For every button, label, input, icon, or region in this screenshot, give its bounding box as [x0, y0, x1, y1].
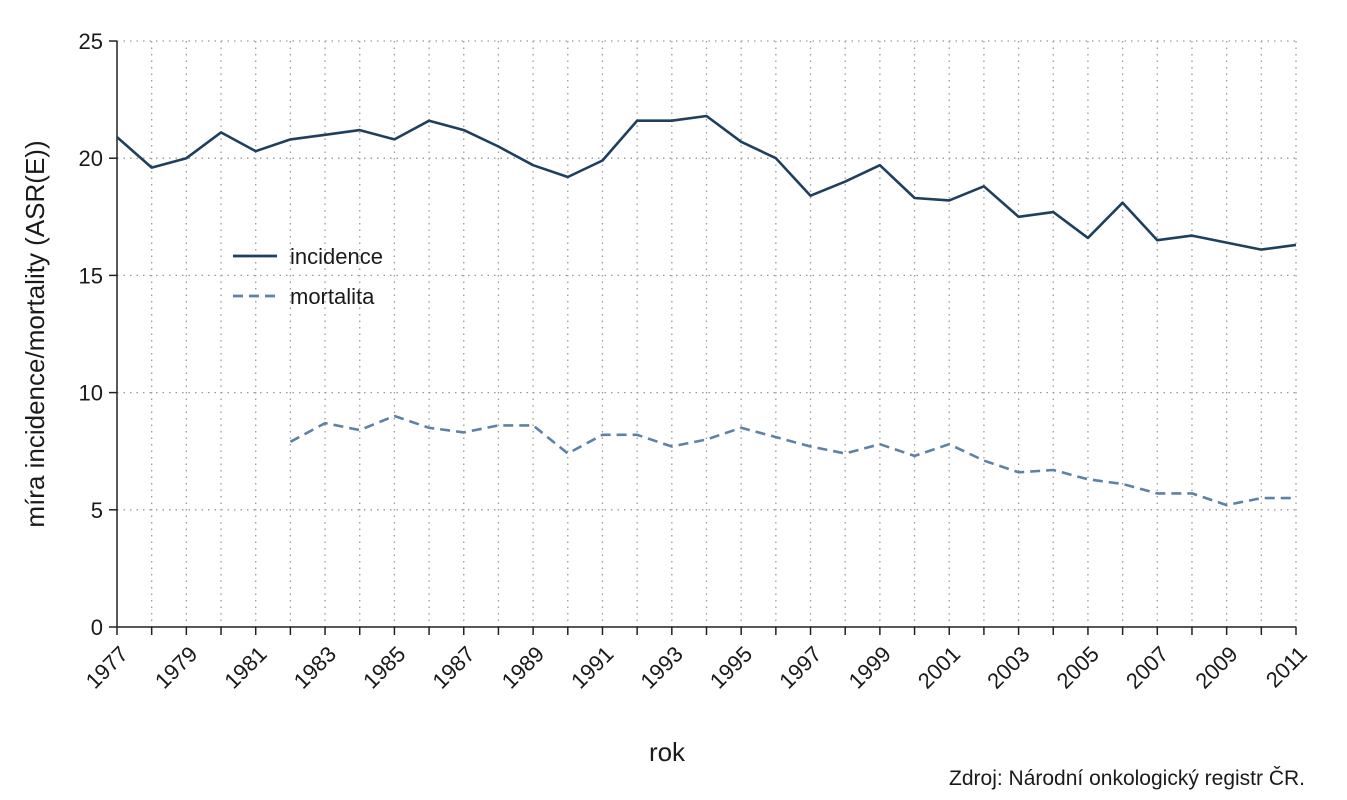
y-axis-title: míra incidence/mortality (ASR(E))	[20, 140, 50, 527]
y-tick-label: 5	[91, 498, 103, 523]
x-tick-label: 1991	[566, 641, 618, 693]
x-tick-label: 2003	[982, 641, 1034, 693]
grid	[117, 40, 1297, 627]
x-tick-label: 1995	[705, 641, 757, 693]
x-tick-label: 1997	[774, 641, 826, 693]
x-tick-label: 2001	[913, 641, 965, 693]
x-tick-label: 2011	[1261, 641, 1312, 692]
x-tick-label: 1999	[844, 641, 896, 693]
x-tick-label: 1981	[219, 641, 271, 693]
y-tick-label: 15	[79, 263, 103, 288]
y-tick-label: 20	[79, 146, 103, 171]
x-tick-label: 1989	[497, 641, 549, 693]
x-tick-label: 1983	[289, 641, 341, 693]
y-tick-label: 25	[79, 29, 103, 54]
legend-label-mortalita: mortalita	[290, 284, 375, 309]
x-tick-label: 2007	[1121, 641, 1173, 693]
x-axis-ticks: 1977 1979 1981 1983 1985 1987 1989 1991 1993 1995…	[81, 627, 1312, 694]
series-group	[116, 114, 1297, 507]
x-tick-label: 1985	[358, 641, 410, 693]
x-tick-label: 1987	[427, 641, 479, 693]
x-tick-label: 1979	[150, 641, 202, 693]
series-line-incidence	[116, 114, 1297, 251]
x-axis-title: rok	[649, 737, 686, 767]
x-tick-label: 1993	[636, 641, 688, 693]
legend: incidence mortalita	[233, 244, 383, 309]
y-tick-label: 0	[91, 615, 103, 640]
y-tick-label: 10	[79, 381, 103, 406]
series-line-mortalita	[289, 414, 1296, 507]
x-tick-label: 2009	[1190, 641, 1242, 693]
y-axis-ticks: 0 5 10 15 20 25	[79, 29, 117, 640]
x-tick-label: 2005	[1052, 641, 1104, 693]
x-tick-label: 1977	[81, 641, 133, 693]
legend-label-incidence: incidence	[290, 244, 383, 269]
source-note: Zdroj: Národní onkologický registr ČR.	[949, 767, 1305, 790]
